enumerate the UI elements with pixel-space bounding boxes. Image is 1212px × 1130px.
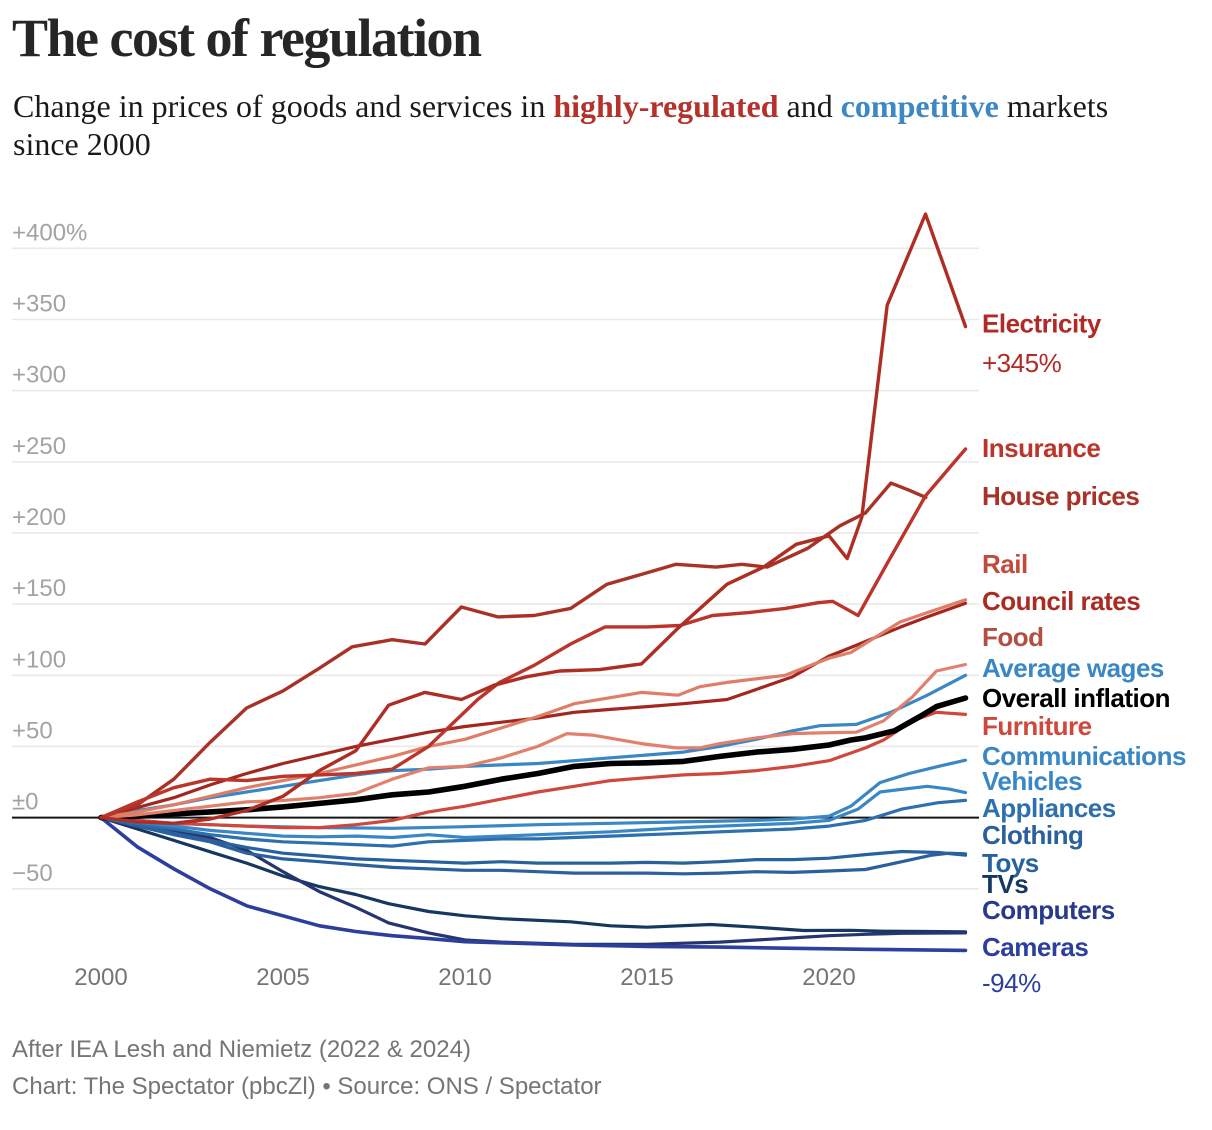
svg-text:2015: 2015 [620,964,673,991]
svg-text:Overall inflation: Overall inflation [982,683,1170,713]
svg-text:+200: +200 [12,504,66,531]
svg-text:+400%: +400% [12,219,87,246]
svg-text:+150: +150 [12,575,66,602]
svg-text:+350: +350 [12,291,66,318]
svg-text:Clothing: Clothing [982,820,1083,850]
svg-text:+345%: +345% [982,348,1062,378]
svg-text:Rail: Rail [982,549,1028,579]
svg-text:Insurance: Insurance [982,433,1100,463]
svg-text:2010: 2010 [438,964,491,991]
svg-text:2000: 2000 [74,964,127,991]
svg-text:TVs: TVs [982,869,1028,899]
svg-text:2020: 2020 [802,964,855,991]
svg-text:+50: +50 [12,717,53,744]
svg-text:−50: −50 [12,860,53,887]
svg-text:-94%: -94% [982,968,1041,998]
svg-text:House prices: House prices [982,481,1139,511]
svg-text:+250: +250 [12,433,66,460]
svg-text:Toys: Toys [982,848,1039,878]
svg-text:Appliances: Appliances [982,793,1116,823]
svg-text:+300: +300 [12,362,66,389]
svg-text:Council rates: Council rates [982,586,1140,616]
svg-text:Food: Food [982,622,1044,652]
svg-text:Cameras: Cameras [982,932,1088,962]
svg-text:+100: +100 [12,646,66,673]
svg-text:Communications: Communications [982,741,1186,771]
svg-text:Electricity: Electricity [982,309,1102,339]
svg-text:±0: ±0 [12,789,39,816]
svg-text:Average wages: Average wages [982,653,1164,683]
svg-text:Computers: Computers [982,895,1115,925]
svg-text:2005: 2005 [256,964,309,991]
svg-text:Furniture: Furniture [982,711,1092,741]
svg-text:Vehicles: Vehicles [982,766,1082,796]
